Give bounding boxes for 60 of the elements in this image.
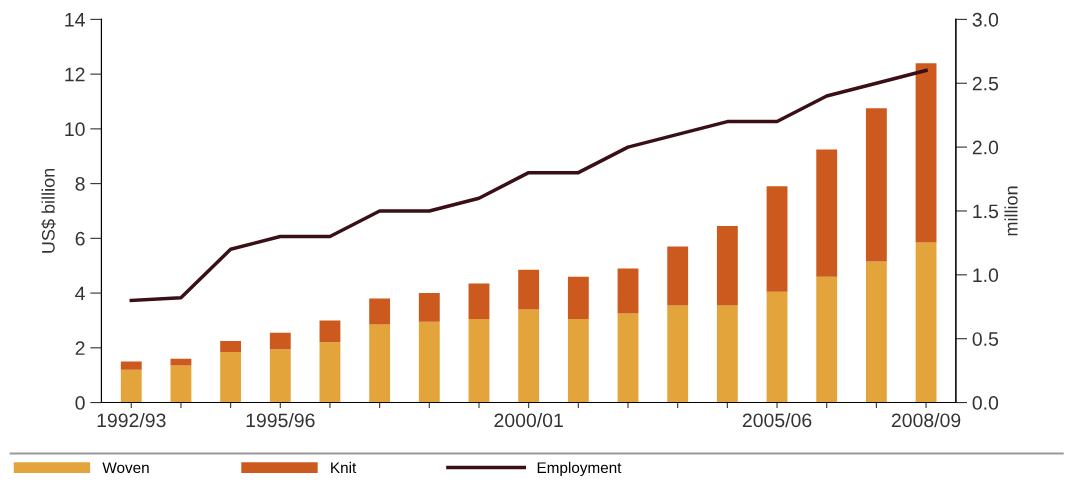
- bar: [518, 269, 540, 310]
- y-tick-label: 10: [65, 122, 85, 137]
- bar: [269, 332, 291, 350]
- bar: [369, 324, 391, 403]
- bar: [716, 305, 738, 403]
- bar: [220, 351, 242, 403]
- bar: [269, 349, 291, 403]
- bar: [915, 63, 937, 243]
- bar: [865, 261, 887, 403]
- y2-tick-label: 3.0: [972, 12, 999, 27]
- bar: [766, 186, 788, 292]
- bar: [617, 268, 639, 314]
- y2-tick-label: 0.5: [972, 332, 999, 346]
- legend-label: Knit: [331, 461, 357, 474]
- bar: [617, 313, 639, 403]
- bar: [667, 246, 689, 306]
- x-tick-label: 2005/06: [742, 412, 812, 428]
- legend-label: Woven: [102, 462, 149, 474]
- bar: [120, 369, 142, 403]
- x-tick-label: 1995/96: [246, 412, 315, 428]
- y2-axis-title: million: [1004, 186, 1018, 236]
- bar: [766, 291, 788, 403]
- bar: [170, 358, 192, 366]
- bar: [418, 293, 440, 322]
- bar: [120, 361, 142, 370]
- bar: [319, 342, 341, 403]
- legend-label: Employment: [537, 461, 622, 477]
- bar: [915, 242, 937, 403]
- bar: [468, 319, 490, 403]
- bar: [567, 276, 589, 320]
- bar: [567, 319, 589, 403]
- y-tick-label: 2: [75, 341, 85, 355]
- y-axis-title: US$ billion: [41, 168, 56, 253]
- bar: [418, 321, 440, 403]
- bar: [220, 340, 242, 352]
- bar: [816, 276, 838, 403]
- bar: [170, 365, 192, 403]
- y2-tick-label: 2.0: [972, 140, 999, 155]
- x-tick-label: 2008/09: [891, 412, 961, 428]
- bar: [369, 298, 391, 325]
- bar: [816, 149, 838, 277]
- line-series: [129, 68, 928, 303]
- bar: [716, 226, 738, 306]
- y-tick-label: 14: [65, 13, 85, 27]
- y-tick-label: 4: [75, 286, 85, 301]
- y-tick-label: 12: [65, 67, 85, 82]
- bar: [667, 305, 689, 403]
- y-tick-label: 8: [75, 177, 85, 191]
- y2-tick-label: 1.0: [973, 268, 999, 283]
- y-tick-label: 6: [75, 231, 85, 246]
- x-tick-label: 2000/01: [494, 412, 563, 428]
- y2-tick-label: 2.5: [972, 76, 999, 91]
- y2-tick-label: 1.5: [973, 204, 999, 219]
- bar: [468, 283, 490, 320]
- y2-tick-label: 0.0: [972, 396, 999, 410]
- y-tick-label: 0: [75, 396, 85, 410]
- bar: [865, 108, 887, 262]
- bar: [319, 320, 341, 343]
- bar: [518, 309, 540, 403]
- x-tick-label: 1992/93: [97, 412, 166, 428]
